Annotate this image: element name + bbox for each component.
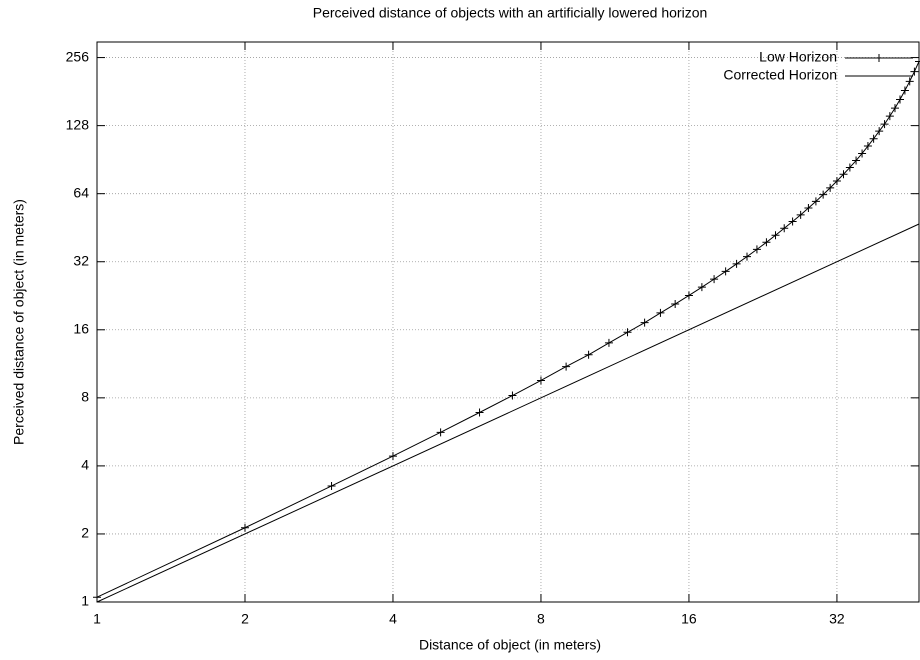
x-tick-label: 8	[537, 611, 545, 627]
x-tick-label: 2	[241, 611, 249, 627]
point-marker	[93, 593, 101, 602]
point-marker	[819, 190, 828, 199]
x-axis-label: Distance of object (in meters)	[419, 637, 601, 653]
point-marker	[780, 224, 789, 233]
point-marker	[604, 338, 613, 347]
point-marker	[875, 127, 884, 136]
point-marker	[623, 328, 632, 337]
point-marker	[436, 428, 445, 437]
y-axis-label: Perceived distance of object (in meters)	[11, 199, 27, 445]
series-line	[96, 61, 920, 598]
point-marker	[771, 231, 780, 240]
point-marker	[885, 112, 894, 121]
point-marker	[910, 67, 919, 76]
y-tick-label: 256	[66, 48, 90, 64]
point-marker	[327, 481, 336, 490]
y-tick-label: 32	[73, 252, 89, 268]
point-marker	[697, 283, 706, 292]
point-marker	[475, 408, 484, 417]
point-marker	[562, 362, 571, 371]
y-tick-label: 64	[73, 184, 89, 200]
point-marker	[896, 95, 905, 104]
point-marker	[743, 252, 751, 261]
point-marker	[804, 204, 813, 213]
x-tick-label: 1	[93, 611, 101, 627]
y-tick-label: 2	[81, 525, 89, 541]
point-marker	[788, 217, 797, 226]
chart-title: Perceived distance of objects with an ar…	[313, 5, 708, 21]
point-marker	[852, 156, 861, 165]
point-marker	[656, 308, 665, 317]
point-marker	[508, 391, 517, 400]
series-line	[96, 223, 920, 603]
point-marker	[915, 57, 920, 66]
y-tick-label: 128	[66, 116, 90, 132]
point-marker	[710, 275, 719, 284]
y-tick-label: 16	[73, 320, 89, 336]
y-tick-label: 4	[81, 457, 89, 473]
point-marker	[863, 142, 872, 151]
point-marker	[869, 134, 878, 143]
point-marker	[640, 318, 649, 327]
point-marker	[858, 149, 867, 158]
point-marker	[832, 177, 841, 186]
point-marker	[388, 452, 397, 461]
x-tick-label: 4	[389, 611, 397, 627]
point-marker	[826, 183, 835, 192]
point-marker	[900, 86, 909, 95]
point-marker	[845, 163, 854, 172]
y-tick-label: 8	[81, 389, 89, 405]
legend-label: Low Horizon	[759, 49, 837, 65]
point-marker	[762, 238, 771, 247]
y-tick-label: 1	[81, 593, 89, 609]
point-marker	[811, 197, 820, 206]
x-tick-label: 16	[681, 611, 697, 627]
legend-label: Corrected Horizon	[723, 67, 837, 83]
plot-border	[96, 41, 920, 603]
point-marker	[584, 350, 593, 359]
x-tick-label: 32	[829, 611, 845, 627]
point-marker	[839, 170, 848, 179]
point-marker	[240, 523, 249, 532]
point-marker	[890, 104, 899, 113]
point-marker	[752, 245, 761, 254]
point-marker	[796, 210, 805, 219]
point-marker	[536, 376, 545, 385]
legend-marker	[875, 54, 883, 62]
point-marker	[684, 291, 693, 300]
point-marker	[721, 267, 730, 276]
point-marker	[905, 77, 914, 86]
point-marker	[671, 300, 680, 309]
point-marker	[732, 259, 741, 268]
point-marker	[880, 120, 889, 129]
